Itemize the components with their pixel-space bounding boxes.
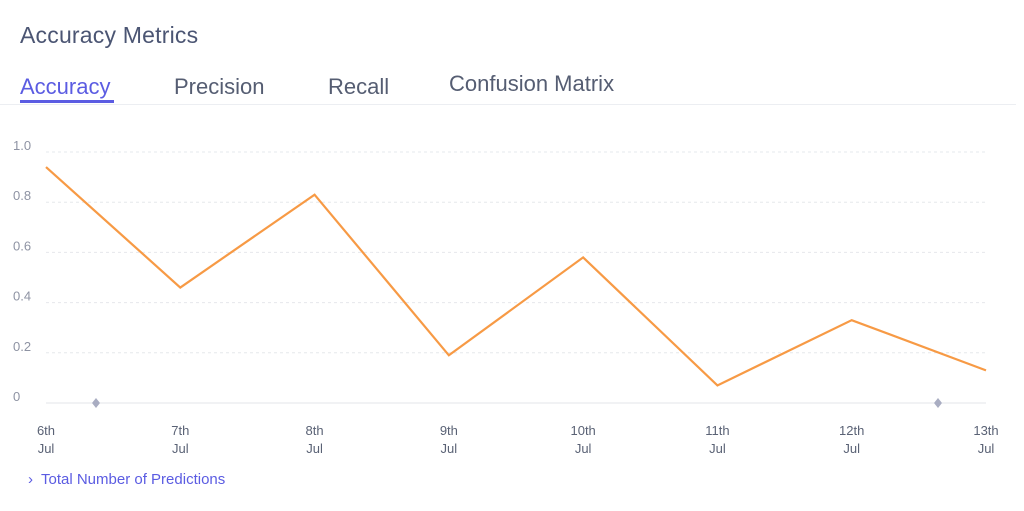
tab-precision[interactable]: Precision [174,74,265,99]
y-tick-label: 1.0 [13,138,31,153]
x-tick-label: 11th Jul [705,423,729,456]
tabs-divider [0,104,1016,105]
x-tick-label: 9th Jul [440,423,458,456]
x-tick-label: 7th Jul [171,423,189,456]
tab-accuracy[interactable]: Accuracy [20,74,111,99]
x-tick-label: 12th Jul [839,423,864,456]
page-title: Accuracy Metrics [20,22,199,48]
y-tick-label: 0.2 [13,339,31,354]
total-predictions-label: Total Number of Predictions [41,471,226,488]
x-tick-label: 8th Jul [306,423,324,456]
accuracy-series-line [45,166,987,387]
y-tick-label: 0.6 [13,238,31,253]
y-tick-label: 0 [13,389,20,404]
range-start-handle[interactable] [92,398,100,408]
x-tick-label: 10th Jul [570,423,595,456]
y-tick-label: 0.8 [13,188,31,203]
x-tick-label: 6th Jul [37,423,55,456]
range-end-handle[interactable] [934,398,942,408]
tab-confusion-matrix[interactable]: Confusion Matrix [449,71,615,96]
chevron-right-icon: › [28,471,33,488]
y-tick-label: 0.4 [13,289,31,304]
x-tick-label: 13th Jul [973,423,998,456]
tab-recall[interactable]: Recall [328,74,390,99]
total-predictions-link[interactable]: › Total Number of Predictions [28,471,225,488]
metric-tabs: Accuracy Precision Recall Confusion Matr… [0,68,1024,108]
active-tab-indicator [20,100,114,103]
